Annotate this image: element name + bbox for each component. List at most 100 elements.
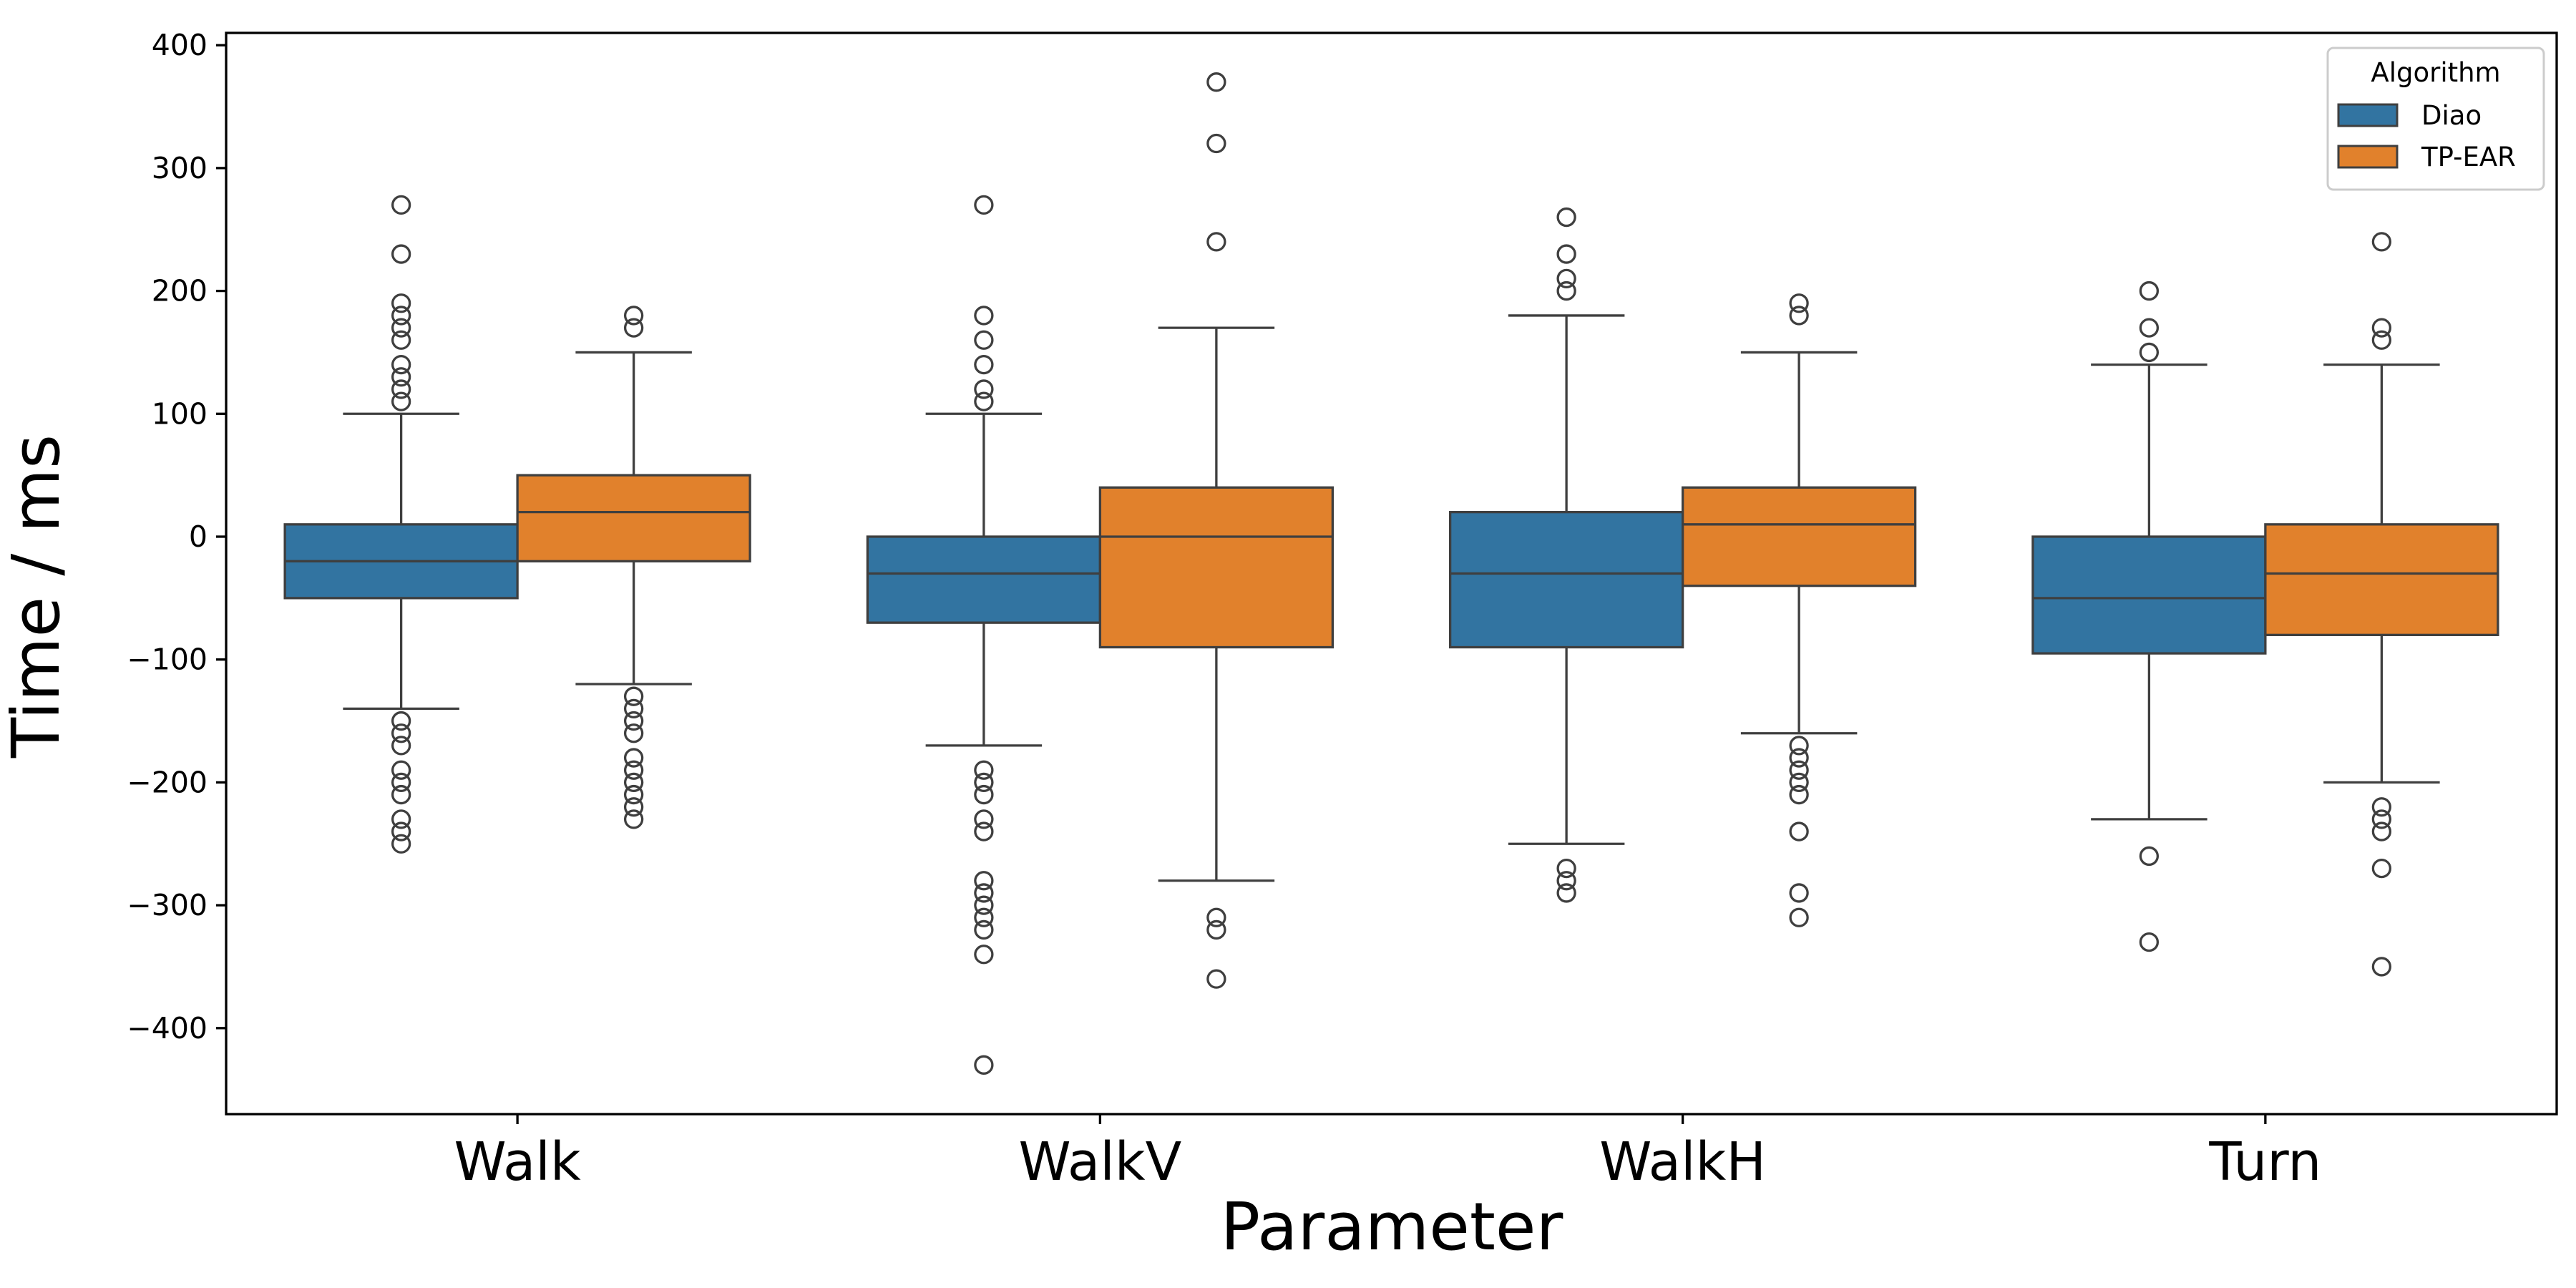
outlier-point: [1556, 280, 1576, 301]
outlier-point: [1206, 907, 1226, 927]
outlier-point: [974, 772, 994, 793]
plot-area: [225, 31, 2558, 1116]
outlier-point: [391, 293, 411, 313]
outlier-point: [974, 306, 994, 326]
outlier-point: [1556, 858, 1576, 879]
outlier-point: [391, 379, 411, 399]
box-TP-EAR-WalkV: [1098, 72, 1335, 989]
x-tick-label-turn: Turn: [2208, 1131, 2321, 1193]
outlier-point: [1556, 207, 1576, 228]
box-body: [516, 474, 751, 562]
outlier-point: [391, 367, 411, 387]
outlier-point: [2371, 797, 2392, 817]
outlier-point: [623, 306, 644, 326]
outlier-point: [1206, 919, 1226, 940]
outlier-point: [623, 698, 644, 719]
outlier-point: [1206, 969, 1226, 989]
outlier-point: [974, 379, 994, 399]
outlier-point: [1789, 748, 1809, 768]
outlier-point: [2139, 846, 2160, 867]
outlier-point: [391, 760, 411, 780]
outlier-point: [391, 772, 411, 793]
outlier-point: [623, 772, 644, 793]
box-body: [1681, 486, 1917, 587]
outlier-point: [1789, 293, 1809, 313]
y-tick-label: −100: [127, 643, 208, 677]
outlier-point: [1789, 883, 1809, 903]
outlier-point: [391, 244, 411, 264]
outlier-point: [1789, 821, 1809, 841]
outlier-point: [623, 760, 644, 780]
outlier-point: [2139, 932, 2160, 952]
outlier-point: [623, 723, 644, 743]
outlier-point: [1789, 760, 1809, 780]
outlier-point: [2371, 821, 2392, 841]
box-body: [2031, 535, 2267, 655]
outlier-point: [1789, 784, 1809, 805]
y-tick-label: 200: [152, 274, 208, 308]
outlier-point: [391, 391, 411, 411]
outlier-point: [974, 784, 994, 805]
outlier-point: [391, 330, 411, 350]
outlier-point: [974, 195, 994, 215]
legend-label: TP-EAR: [2421, 142, 2516, 172]
outlier-point: [1789, 736, 1809, 756]
y-axis: 400 300 200 100 0 −100 −200 −300 −400: [127, 28, 226, 1045]
y-tick-label: 400: [152, 28, 208, 62]
legend-title: Algorithm: [2371, 57, 2500, 88]
y-tick-label: 100: [152, 396, 208, 431]
plot-frame: [225, 31, 2558, 1116]
outlier-point: [1206, 133, 1226, 154]
outlier-point: [974, 391, 994, 411]
box-body: [1448, 510, 1684, 649]
box-body: [1098, 486, 1335, 649]
outlier-point: [391, 736, 411, 756]
box-TP-EAR-Walk: [516, 306, 751, 829]
outlier-point: [974, 1055, 994, 1075]
box-Diao-WalkV: [866, 195, 1102, 1075]
outlier-point: [2139, 280, 2160, 301]
y-tick-label: −300: [127, 888, 208, 922]
outlier-point: [2371, 232, 2392, 252]
x-tick-label-walkv: WalkV: [1018, 1131, 1181, 1193]
box-Diao-WalkH: [1448, 207, 1684, 903]
outlier-point: [391, 809, 411, 829]
box-Diao-Turn: [2031, 280, 2267, 952]
outlier-point: [974, 883, 994, 903]
outlier-point: [974, 895, 994, 915]
outlier-point: [623, 809, 644, 829]
outlier-point: [2371, 957, 2392, 977]
box-body: [2264, 523, 2499, 637]
outlier-point: [2371, 330, 2392, 350]
outlier-point: [391, 821, 411, 841]
box-TP-EAR-Turn: [2264, 232, 2499, 977]
y-tick-label: −200: [127, 765, 208, 799]
outlier-point: [974, 945, 994, 965]
outlier-point: [974, 821, 994, 841]
box-body: [866, 535, 1102, 624]
x-tick-label-walk: Walk: [454, 1131, 581, 1193]
outlier-point: [2371, 858, 2392, 879]
outlier-point: [1556, 268, 1576, 289]
outlier-point: [2371, 318, 2392, 338]
outlier-point: [974, 871, 994, 891]
outlier-point: [1206, 72, 1226, 92]
outlier-point: [974, 809, 994, 829]
legend-label: Diao: [2421, 100, 2482, 131]
outlier-point: [391, 834, 411, 854]
outlier-point: [1556, 244, 1576, 264]
outlier-point: [1556, 883, 1576, 903]
outlier-point: [974, 907, 994, 927]
y-tick-label: 300: [152, 151, 208, 185]
outlier-point: [623, 797, 644, 817]
outlier-point: [2139, 318, 2160, 338]
x-tick-label-walkh: WalkH: [1599, 1131, 1766, 1193]
outlier-point: [623, 318, 644, 338]
y-axis-title: Time / ms: [0, 434, 74, 758]
outlier-point: [391, 784, 411, 805]
outlier-point: [1789, 306, 1809, 326]
x-axis: Walk WalkV WalkH Turn: [454, 1114, 2321, 1193]
outlier-point: [623, 686, 644, 706]
